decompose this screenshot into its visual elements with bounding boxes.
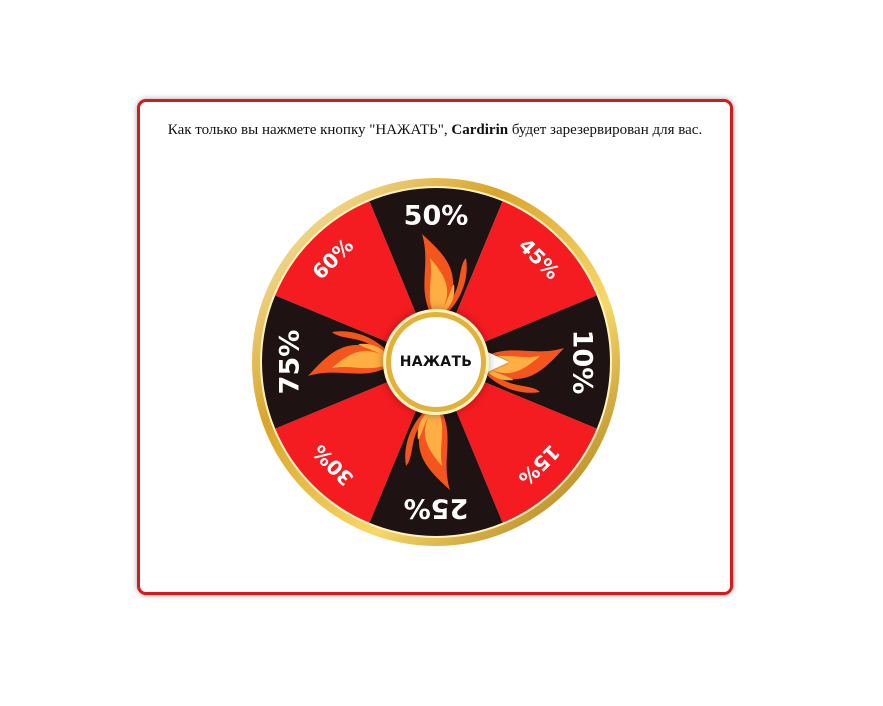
wheel-segment [436, 201, 597, 362]
wheel-segment [436, 362, 597, 523]
flame-icon [308, 331, 396, 376]
wheel-segments [262, 188, 610, 536]
flame-icon [405, 402, 450, 490]
wheel-graphic: 50%45%10%15%25%30%75%60% [252, 178, 620, 546]
spin-button-label: НАЖАТЬ [399, 354, 473, 370]
message-prefix: Как только вы нажмете кнопку "НАЖАТЬ", [167, 122, 452, 138]
segment-label: 25% [404, 493, 469, 524]
message-suffix: будет зарезервирован для вас. [508, 122, 703, 138]
spin-button[interactable]: НАЖАТЬ [391, 317, 481, 407]
product-name: Cardirin [451, 122, 509, 138]
wheel-segment [275, 362, 436, 523]
reservation-message: Как только вы нажмете кнопку "НАЖАТЬ", C… [140, 122, 730, 139]
segment-label: 75% [275, 330, 306, 395]
wheel-segment [275, 201, 436, 362]
prize-modal: Как только вы нажмете кнопку "НАЖАТЬ", C… [137, 99, 733, 595]
wheel-pointer-arrow-icon [479, 348, 509, 376]
segment-label: 10% [567, 330, 598, 395]
segment-label: 50% [404, 201, 469, 232]
fortune-wheel: 50% 45% 10% 15% 25% 30% 75% 60% НАЖАТЬ [250, 176, 622, 548]
flame-icon [422, 234, 467, 322]
